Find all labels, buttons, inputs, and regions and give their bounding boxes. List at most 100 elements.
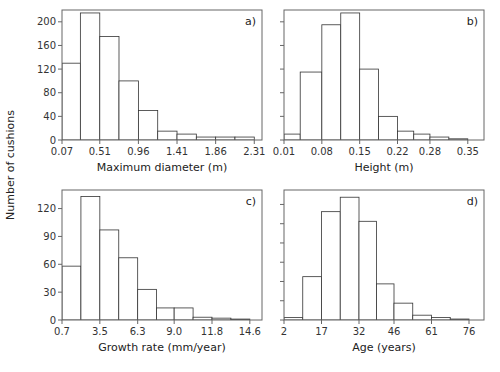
x-tick — [284, 320, 285, 324]
plot-frame — [284, 10, 484, 140]
x-tick-label: 0.28 — [419, 146, 441, 157]
bars — [284, 13, 468, 140]
histogram-bar — [379, 116, 398, 140]
plot-frame — [62, 190, 262, 320]
histogram-bar — [414, 134, 430, 140]
x-tick — [467, 140, 468, 144]
x-tick-label: 0.35 — [457, 146, 479, 157]
x-tick-label: 46 — [388, 326, 401, 337]
x-axis-label: Maximum diameter (m) — [97, 161, 227, 174]
x-tick — [321, 140, 322, 144]
x-tick — [359, 320, 360, 324]
x-tick — [62, 320, 63, 324]
y-tick — [280, 21, 284, 22]
y-tick — [280, 281, 284, 282]
y-tick-label: 80 — [43, 87, 56, 98]
x-tick — [137, 320, 138, 324]
histogram-bar — [413, 315, 432, 320]
x-tick-label: 0.96 — [127, 146, 149, 157]
histogram-bar — [80, 13, 99, 140]
histogram-bar — [284, 134, 300, 140]
bars — [284, 197, 469, 320]
x-tick — [212, 320, 213, 324]
x-tick-label: 1.41 — [166, 146, 188, 157]
panel: 0.010.080.150.220.280.35Height (m)b) — [273, 10, 484, 174]
y-tick — [280, 242, 284, 243]
histogram-bar — [341, 13, 360, 140]
y-tick — [280, 204, 284, 205]
histogram-bar — [300, 72, 322, 140]
x-tick — [431, 320, 432, 324]
histogram-bar — [119, 258, 138, 320]
y-tick-label: 90 — [43, 231, 56, 242]
histogram-bar — [174, 308, 193, 320]
x-tick-label: 14.6 — [239, 326, 261, 337]
y-tick — [280, 140, 284, 141]
x-tick-label: 0.07 — [51, 146, 73, 157]
y-tick — [58, 208, 62, 209]
histogram-bar — [100, 37, 119, 140]
y-tick — [280, 116, 284, 117]
y-tick — [58, 236, 62, 237]
y-tick — [58, 21, 62, 22]
histogram-bar — [138, 289, 157, 320]
y-tick — [58, 264, 62, 265]
x-tick — [99, 320, 100, 324]
y-tick — [58, 292, 62, 293]
y-tick — [280, 92, 284, 93]
y-tick — [58, 92, 62, 93]
x-tick — [215, 140, 216, 144]
y-tick — [280, 320, 284, 321]
x-tick-label: 0.08 — [311, 146, 333, 157]
x-tick — [174, 320, 175, 324]
histogram-bar — [100, 230, 119, 320]
x-tick-label: 0.01 — [273, 146, 295, 157]
panel-label: a) — [245, 15, 256, 28]
panel: 21732466176Age (years)d) — [280, 190, 484, 354]
histogram-bar — [322, 25, 341, 140]
y-tick-label: 200 — [37, 16, 56, 27]
x-tick-label: 76 — [463, 326, 476, 337]
plot-frame — [62, 10, 262, 140]
histogram-bar — [158, 131, 177, 140]
x-tick-label: 6.3 — [130, 326, 146, 337]
y-tick — [58, 69, 62, 70]
y-tick — [58, 140, 62, 141]
x-tick — [394, 320, 395, 324]
histogram-bar — [377, 284, 395, 320]
x-tick-label: 0.51 — [89, 146, 111, 157]
y-tick — [280, 223, 284, 224]
histogram-bar — [359, 221, 377, 320]
y-tick — [58, 320, 62, 321]
y-tick-label: 160 — [37, 40, 56, 51]
histogram-bar — [177, 134, 196, 140]
x-tick — [469, 320, 470, 324]
x-axis-label: Age (years) — [352, 341, 416, 354]
x-tick — [62, 140, 63, 144]
x-tick-label: 3.5 — [92, 326, 108, 337]
histogram-bar — [119, 81, 138, 140]
panel-label: c) — [246, 195, 256, 208]
x-tick-label: 61 — [425, 326, 438, 337]
y-tick-label: 120 — [37, 203, 56, 214]
histogram-bar — [394, 303, 413, 320]
histogram-bar — [322, 212, 341, 320]
x-tick — [397, 140, 398, 144]
histogram-bar — [398, 131, 414, 140]
histogram-bar — [62, 63, 80, 140]
figure: 0.070.510.961.411.862.3104080120160200Ma… — [0, 0, 500, 372]
bars — [62, 13, 254, 140]
x-tick — [254, 140, 255, 144]
x-tick-label: 0.22 — [386, 146, 408, 157]
x-tick — [138, 140, 139, 144]
x-tick-label: 11.8 — [201, 326, 223, 337]
panel-label: b) — [467, 15, 478, 28]
x-tick-label: 2.31 — [243, 146, 265, 157]
x-tick — [429, 140, 430, 144]
histogram-bar — [340, 197, 359, 320]
x-tick — [177, 140, 178, 144]
x-tick-label: 17 — [315, 326, 328, 337]
histogram-bar — [62, 266, 81, 320]
histogram-bar — [360, 69, 379, 140]
y-tick-label: 40 — [43, 111, 56, 122]
